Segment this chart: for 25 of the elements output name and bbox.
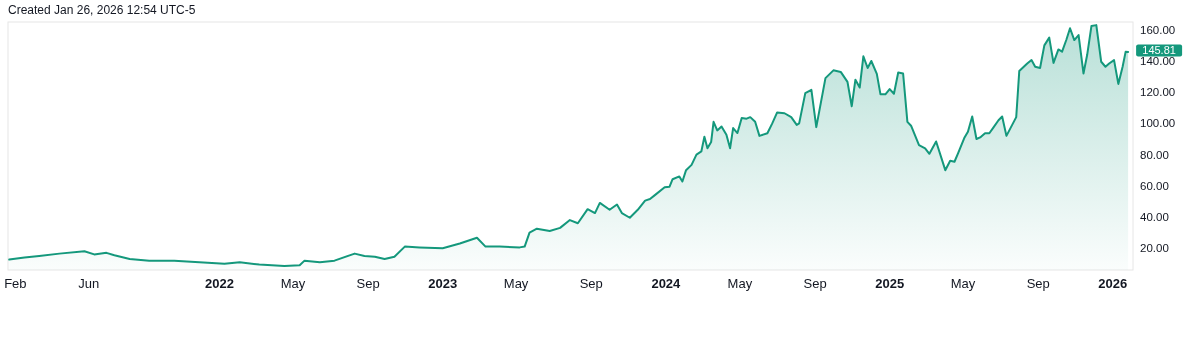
y-tick-label: 140.00 bbox=[1140, 55, 1176, 68]
x-tick-label: Sep bbox=[579, 276, 603, 291]
x-tick-label: 2026 bbox=[1098, 276, 1128, 291]
text: Created Jan 26, 2026 12:54 UTC-5 bbox=[8, 3, 196, 17]
x-tick-label: May bbox=[950, 276, 976, 291]
y-tick-label: 40.00 bbox=[1140, 210, 1169, 223]
x-tick-label: Sep bbox=[356, 276, 380, 291]
y-tick-label: 60.00 bbox=[1140, 179, 1169, 192]
x-tick-label: 2022 bbox=[205, 276, 235, 291]
x-tick-label: Feb bbox=[4, 276, 27, 291]
x-tick-label: May bbox=[280, 276, 306, 291]
y-tick-label: 160.00 bbox=[1140, 23, 1176, 36]
x-tick-label: May bbox=[503, 276, 529, 291]
x-tick-label: May bbox=[727, 276, 753, 291]
annotation: 145.81 bbox=[1142, 44, 1176, 57]
y-tick-label: 20.00 bbox=[1140, 242, 1169, 255]
x-tick-label: Jun bbox=[78, 276, 100, 291]
x-tick-label: 2024 bbox=[651, 276, 682, 291]
x-tick-label: Sep bbox=[803, 276, 827, 291]
x-tick-label: Sep bbox=[1026, 276, 1050, 291]
x-tick-label: 2023 bbox=[428, 276, 458, 291]
x-tick-label: 2025 bbox=[875, 276, 905, 291]
y-tick-label: 120.00 bbox=[1140, 86, 1176, 99]
y-tick-label: 100.00 bbox=[1140, 117, 1176, 130]
y-tick-label: 80.00 bbox=[1140, 148, 1169, 161]
